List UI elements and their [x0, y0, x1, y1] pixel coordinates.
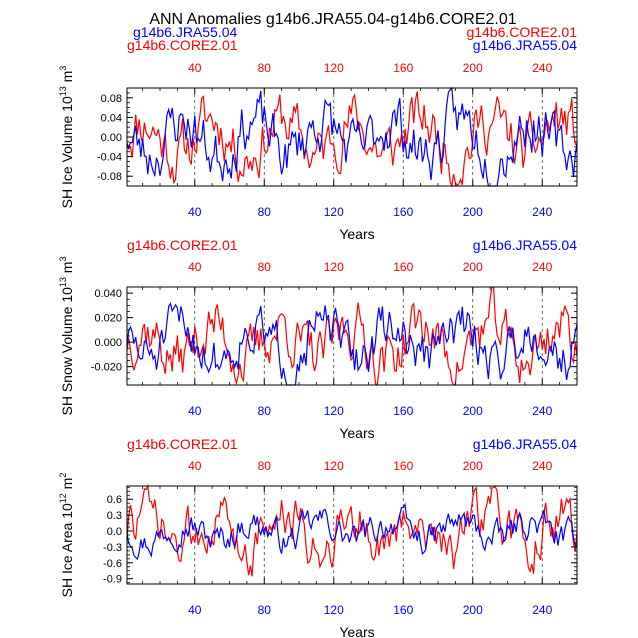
panel-legend-right: g14b6.JRA55.04 [473, 237, 578, 253]
y-tick-label: 0.3 [107, 510, 122, 522]
x-axis-label: Years [339, 624, 374, 638]
x-tick-label-top: 120 [324, 260, 344, 274]
y-tick-label: -0.020 [91, 362, 122, 374]
x-tick-label-top: 160 [393, 260, 413, 274]
y-tick-label: 0.020 [94, 313, 122, 325]
x-tick-label-top: 240 [532, 459, 552, 473]
x-tick-label-bottom: 120 [324, 603, 344, 617]
chart-panel-3: -0.9 -0.6 -0.3 0.0 0.3 0.6 40 40 80 80 120 120 160 16… [58, 436, 578, 638]
x-tick-label-top: 240 [532, 61, 552, 75]
x-tick-label-bottom: 160 [393, 404, 413, 418]
x-tick-label-bottom: 160 [393, 205, 413, 219]
panel-legend-left: g14b6.CORE2.01 [127, 237, 238, 253]
x-tick-label-bottom: 80 [258, 205, 272, 219]
x-tick-label-bottom: 40 [188, 404, 202, 418]
top-legend-left-blue: g14b6.JRA55.04 [133, 24, 238, 40]
x-tick-label-bottom: 200 [463, 404, 483, 418]
series-line-red [126, 483, 578, 577]
x-axis-label: Years [339, 425, 374, 441]
series-line-blue [126, 502, 578, 561]
y-tick-label: -0.08 [97, 171, 122, 183]
x-tick-label-top: 240 [532, 260, 552, 274]
top-legend-right-red: g14b6.CORE2.01 [466, 24, 577, 40]
x-tick-label-top: 160 [393, 459, 413, 473]
y-axis-label: SH Ice Volume 1013 m3 [58, 66, 75, 209]
panel-legend-right: g14b6.JRA55.04 [473, 436, 578, 452]
top-legend-left-red: g14b6.CORE2.01 [127, 37, 238, 53]
y-tick-label: -0.04 [97, 152, 122, 164]
x-tick-label-bottom: 80 [258, 603, 272, 617]
x-tick-label-bottom: 160 [393, 603, 413, 617]
x-tick-label-top: 120 [324, 459, 344, 473]
x-tick-label-bottom: 240 [532, 205, 552, 219]
y-tick-label: 0.08 [101, 93, 122, 105]
series-line-red [126, 286, 578, 387]
series-line-blue [126, 86, 578, 187]
chart-panel-2: -0.020 0.000 0.020 0.040 40 40 80 80 120 120 160 16… [58, 237, 578, 441]
x-tick-label-top: 80 [258, 260, 272, 274]
y-tick-label: 0.00 [101, 132, 122, 144]
series-line-red [126, 91, 578, 189]
x-tick-label-top: 40 [188, 459, 202, 473]
x-tick-label-top: 200 [463, 459, 483, 473]
x-tick-label-top: 200 [463, 260, 483, 274]
y-tick-label: 0.04 [101, 112, 122, 124]
x-tick-label-bottom: 80 [258, 404, 272, 418]
chart-title: ANN Anomalies g14b6.JRA55.04-g14b6.CORE2… [149, 11, 516, 28]
x-tick-label-top: 120 [324, 61, 344, 75]
x-tick-label-top: 80 [258, 61, 272, 75]
top-legend-right-blue: g14b6.JRA55.04 [473, 37, 578, 53]
y-tick-label: 0.0 [107, 526, 122, 538]
x-tick-label-bottom: 120 [324, 404, 344, 418]
x-tick-label-bottom: 200 [463, 603, 483, 617]
x-tick-label-bottom: 200 [463, 205, 483, 219]
x-tick-label-bottom: 240 [532, 404, 552, 418]
x-tick-label-bottom: 240 [532, 603, 552, 617]
x-tick-label-bottom: 40 [188, 205, 202, 219]
x-tick-label-bottom: 120 [324, 205, 344, 219]
x-axis-label: Years [339, 226, 374, 242]
panel-legend-left: g14b6.CORE2.01 [127, 436, 238, 452]
y-tick-label: -0.6 [103, 558, 122, 570]
series-line-blue [126, 302, 578, 386]
y-tick-label: 0.000 [94, 337, 122, 349]
y-tick-label: -0.3 [103, 542, 122, 554]
x-tick-label-top: 40 [188, 260, 202, 274]
y-axis-label: SH Ice Area 1012 m2 [58, 473, 75, 598]
chart-panel-1: -0.08 -0.04 0.00 0.04 0.08 40 40 80 80 120 120 160 1… [58, 61, 578, 242]
y-tick-label: 0.6 [107, 494, 122, 506]
x-tick-label-top: 160 [393, 61, 413, 75]
x-tick-label-top: 40 [188, 61, 202, 75]
x-tick-label-top: 200 [463, 61, 483, 75]
x-tick-label-bottom: 40 [188, 603, 202, 617]
x-tick-label-top: 80 [258, 459, 272, 473]
y-axis-label: SH Snow Volume 1013 m3 [58, 257, 75, 416]
y-tick-label: 0.040 [94, 288, 122, 300]
y-tick-label: -0.9 [103, 574, 122, 586]
